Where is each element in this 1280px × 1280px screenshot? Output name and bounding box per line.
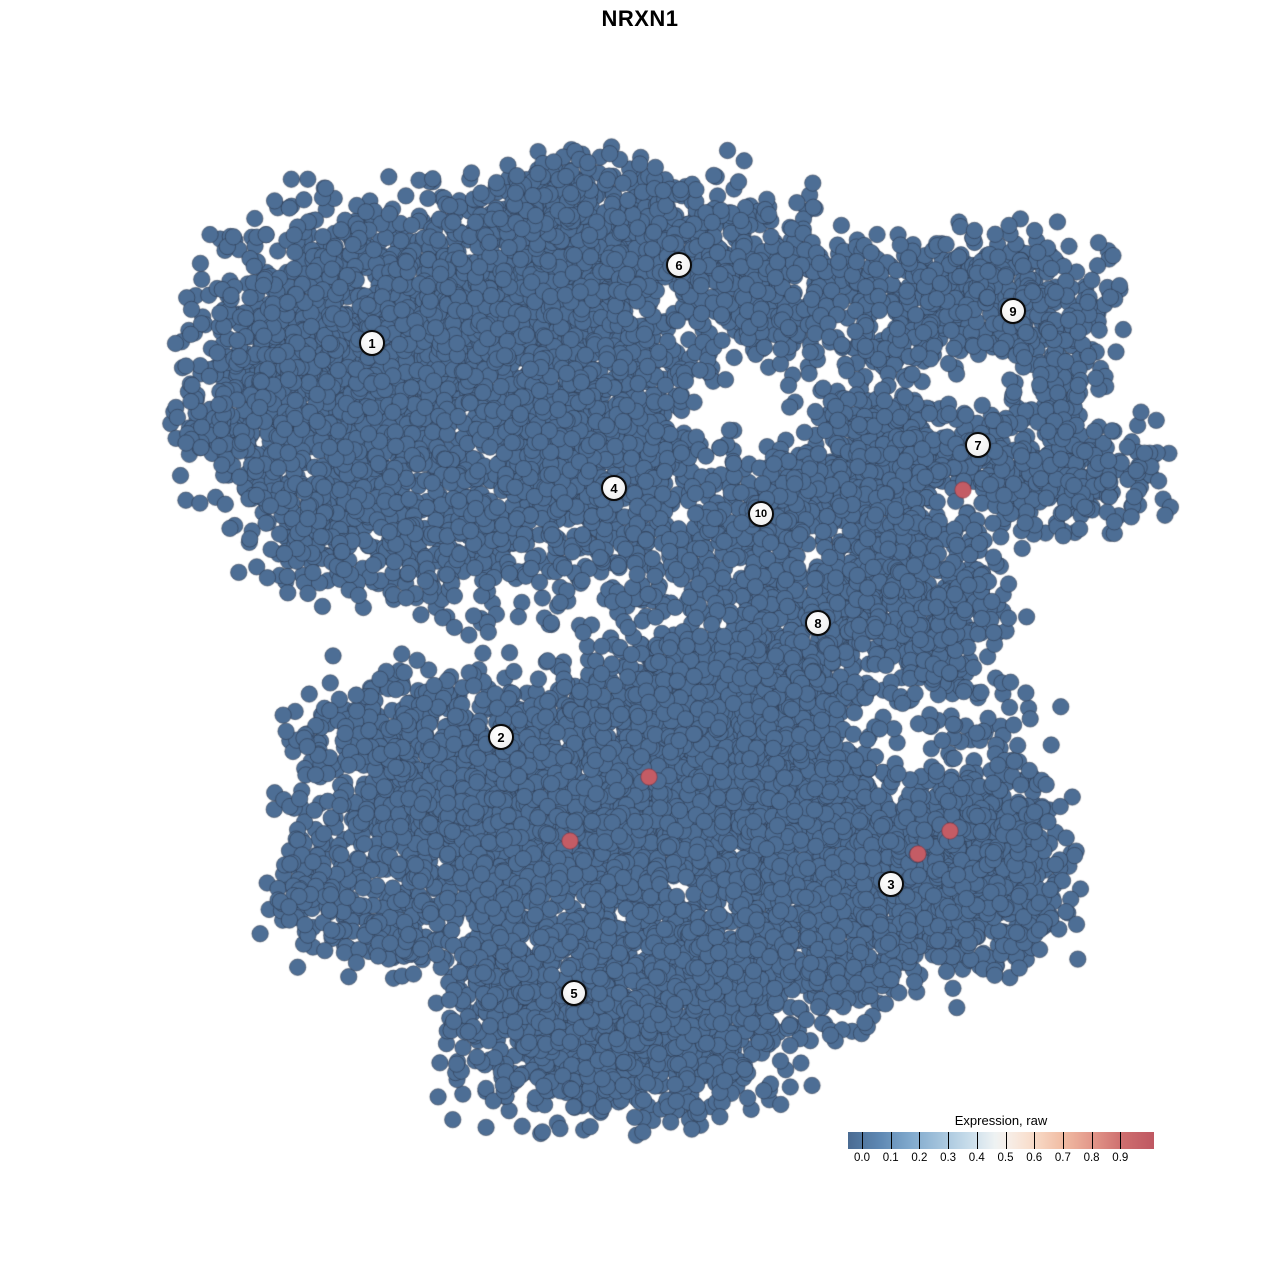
legend-tick — [976, 1132, 978, 1149]
legend-tick-label: 0.5 — [997, 1152, 1014, 1164]
legend-tick-label: 0.1 — [882, 1152, 899, 1164]
legend-tick-label: 0.7 — [1054, 1152, 1071, 1164]
legend-tick — [862, 1132, 863, 1149]
legend-tick — [1120, 1132, 1122, 1149]
legend-tick-labels: 0.0 0.1 0.2 0.3 0.4 0.5 0.6 0.7 0.8 0.9 — [848, 1152, 1154, 1166]
legend-tick — [890, 1132, 892, 1149]
legend-tick — [1005, 1132, 1007, 1149]
legend-tick-label: 0.2 — [911, 1152, 928, 1164]
legend-tick-label: 0.9 — [1112, 1152, 1129, 1164]
legend-title: Expression, raw — [954, 1113, 1048, 1128]
legend-tick — [1034, 1132, 1036, 1149]
legend-tick-label: 0.4 — [968, 1152, 985, 1164]
legend-colorbar — [848, 1132, 1154, 1149]
legend-tick-label: 0.3 — [940, 1152, 957, 1164]
legend-tick — [1062, 1132, 1064, 1149]
legend-tick — [948, 1132, 950, 1149]
expression-legend: Expression, raw 0.0 0.1 0.2 0.3 0.4 0.5 0.6 0.7… — [845, 1113, 1157, 1166]
legend-tick-label: 0.0 — [854, 1152, 870, 1164]
legend-tick-label: 0.6 — [1026, 1152, 1043, 1164]
legend-tick-label: 0.8 — [1083, 1152, 1100, 1164]
legend-tick — [919, 1132, 921, 1149]
legend-tick — [1091, 1132, 1093, 1149]
